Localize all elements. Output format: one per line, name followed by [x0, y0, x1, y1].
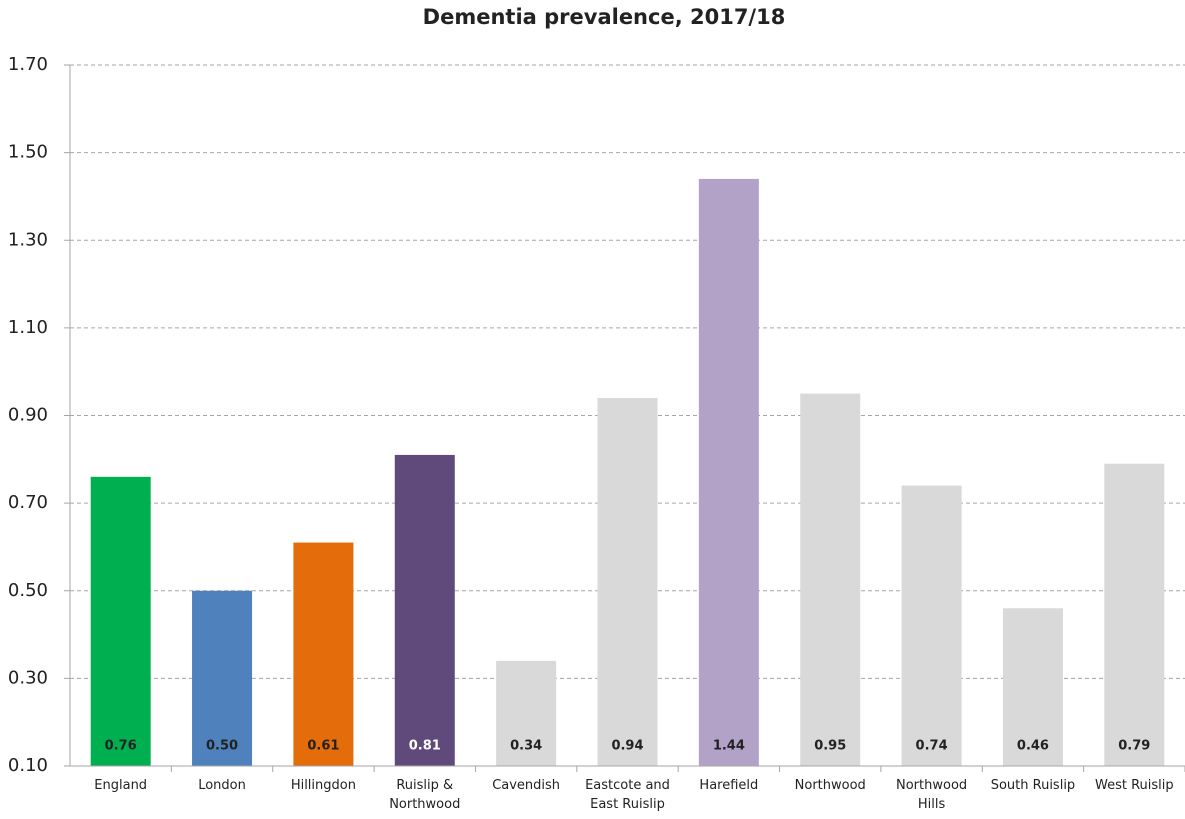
x-tick-label: Harefield	[699, 778, 759, 793]
x-tick-label: Northwood Hills	[896, 778, 968, 812]
x-tick-label: England	[94, 778, 148, 793]
y-tick-label: 0.10	[8, 755, 48, 776]
y-tick-label: 1.30	[8, 229, 48, 250]
data-label: 0.74	[916, 739, 948, 754]
bar	[698, 178, 759, 767]
data-label: 1.44	[713, 739, 745, 754]
data-label: 0.81	[409, 739, 441, 754]
bar	[90, 476, 151, 766]
bar	[293, 542, 354, 766]
y-tick-label: 0.50	[8, 580, 48, 601]
data-label: 0.95	[814, 739, 846, 754]
x-tick-label: Cavendish	[492, 778, 561, 793]
y-tick-label: 1.70	[8, 54, 48, 75]
bar	[394, 454, 455, 766]
data-label: 0.34	[510, 739, 542, 754]
bar	[496, 660, 557, 766]
bar	[1104, 463, 1165, 766]
y-tick-label: 1.50	[8, 142, 48, 163]
x-tick-label: Ruislip & Northwood	[389, 778, 461, 812]
x-tick-label: Northwood	[794, 778, 866, 793]
data-label: 0.94	[611, 739, 643, 754]
y-tick-label: 1.10	[8, 317, 48, 338]
y-tick-label: 0.70	[8, 492, 48, 513]
bar	[901, 485, 962, 766]
bar	[800, 393, 861, 766]
x-tick-label: West Ruislip	[1094, 778, 1174, 793]
data-label: 0.50	[206, 739, 238, 754]
bar	[192, 590, 253, 766]
bar	[597, 397, 658, 766]
bar	[1002, 608, 1063, 766]
data-label: 0.46	[1017, 739, 1049, 754]
data-label: 0.76	[105, 739, 137, 754]
x-tick-label: Eastcote and East Ruislip	[585, 778, 670, 812]
x-tick-label: South Ruislip	[990, 778, 1076, 793]
data-label: 0.61	[307, 739, 339, 754]
chart-title: Dementia prevalence, 2017/18	[423, 5, 786, 29]
data-label: 0.79	[1118, 739, 1150, 754]
y-tick-label: 0.90	[8, 405, 48, 426]
x-tick-label: London	[198, 778, 246, 793]
y-tick-label: 0.30	[8, 667, 48, 688]
x-tick-label: Hillingdon	[290, 778, 356, 793]
